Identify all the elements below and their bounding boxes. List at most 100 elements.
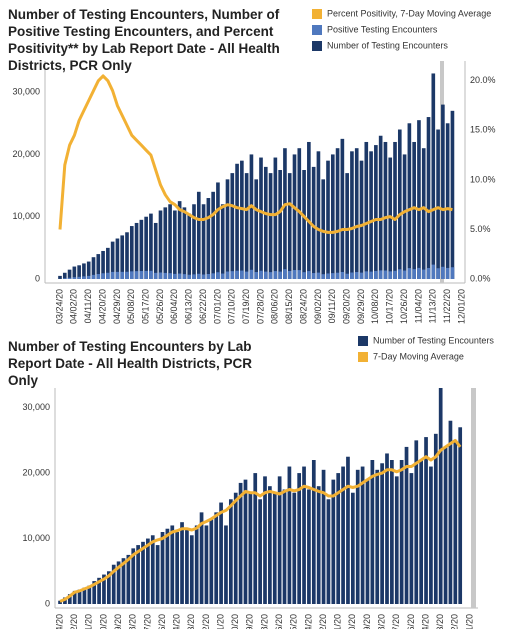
bar: [311, 273, 316, 279]
x-tick-label: 06/22/20: [198, 289, 208, 324]
bar: [101, 273, 105, 279]
bar: [374, 270, 378, 279]
bar: [106, 247, 110, 279]
bar: [163, 272, 168, 279]
bar: [72, 277, 77, 279]
bar: [206, 198, 211, 279]
bar: [67, 277, 72, 279]
bar: [380, 463, 384, 604]
bar: [62, 272, 67, 279]
bar: [67, 269, 72, 279]
bar: [192, 204, 196, 279]
bar: [436, 129, 440, 279]
bar: [91, 274, 96, 279]
bar: [341, 466, 345, 604]
bar: [354, 272, 359, 279]
bar: [426, 117, 431, 279]
bar: [321, 274, 326, 279]
x-tick-label: 09/29/20: [356, 289, 366, 324]
bar: [230, 271, 235, 279]
chart-title: Number of Testing Encounters by Lab Repo…: [8, 339, 253, 388]
bar: [409, 473, 414, 604]
bar: [144, 270, 148, 279]
bar: [283, 148, 287, 279]
y-tick-label: 20,000: [22, 467, 50, 477]
bar: [335, 148, 340, 279]
bar: [86, 261, 91, 279]
x-tick-label: 10/08/20: [376, 614, 386, 629]
bar: [92, 581, 97, 604]
x-tick-label: 10/17/20: [391, 614, 401, 629]
bar: [335, 272, 340, 279]
x-tick-label: 04/02/20: [69, 614, 79, 629]
x-tick-label: 09/11/20: [333, 614, 343, 629]
bar: [263, 271, 268, 279]
bar: [240, 270, 244, 279]
x-tick-label: 05/26/20: [157, 614, 167, 629]
bar: [173, 210, 177, 279]
bar: [390, 460, 394, 604]
bar: [177, 273, 182, 279]
x-tick-label: 08/24/20: [298, 289, 308, 324]
bar: [102, 574, 106, 604]
x-tick-label: 11/13/20: [435, 614, 445, 629]
bar: [311, 166, 316, 279]
x-tick-label: 06/04/20: [169, 289, 179, 324]
x-tick-label: 07/19/20: [241, 289, 251, 324]
bar: [429, 466, 433, 604]
bar: [302, 272, 306, 279]
bar: [116, 561, 121, 604]
bar: [58, 600, 62, 604]
bar: [326, 160, 330, 279]
bar: [311, 460, 316, 604]
bar: [149, 213, 153, 279]
bar: [350, 272, 354, 279]
bar: [407, 123, 412, 280]
x-tick-label: 09/02/20: [318, 614, 328, 629]
bar: [120, 271, 125, 279]
bar: [330, 273, 335, 279]
bar: [144, 216, 148, 279]
bar: [336, 473, 341, 604]
bar: [220, 204, 225, 279]
bar: [445, 123, 450, 280]
legend-swatch: [312, 41, 322, 51]
bar: [259, 270, 263, 279]
bar: [182, 274, 187, 279]
legend-swatch: [312, 9, 322, 19]
x-tick-label: 08/15/20: [284, 289, 294, 324]
bar: [326, 273, 330, 279]
bar: [249, 154, 254, 279]
bar: [126, 554, 131, 604]
x-tick-label: 07/10/20: [227, 289, 237, 324]
bar: [364, 141, 369, 279]
bar: [121, 558, 126, 604]
bar: [378, 270, 383, 279]
x-tick-label: 11/13/20: [428, 289, 438, 323]
legend-label: Positive Testing Encounters: [327, 24, 438, 34]
bar: [330, 154, 335, 279]
bar: [385, 453, 389, 604]
bar: [268, 486, 272, 604]
y2-tick-label: 20.0%: [470, 75, 496, 85]
y-tick-label: 20,000: [12, 149, 40, 159]
bar: [365, 479, 370, 604]
bar: [77, 265, 81, 279]
bar: [115, 271, 120, 279]
bar: [263, 166, 268, 279]
bar: [441, 104, 445, 279]
x-tick-label: 08/24/20: [303, 614, 313, 629]
bar: [214, 512, 219, 604]
bar: [445, 267, 450, 279]
bar: [340, 138, 345, 279]
y2-tick-label: 15.0%: [470, 125, 496, 135]
x-tick-label: 10/08/20: [370, 289, 380, 324]
bar: [219, 502, 223, 604]
chart-title: Number of Testing Encounters, Number of …: [8, 7, 280, 73]
bar: [316, 272, 321, 279]
bar: [125, 232, 129, 279]
bar: [86, 275, 91, 279]
bar: [125, 271, 129, 279]
x-tick-label: 07/28/20: [259, 614, 269, 629]
